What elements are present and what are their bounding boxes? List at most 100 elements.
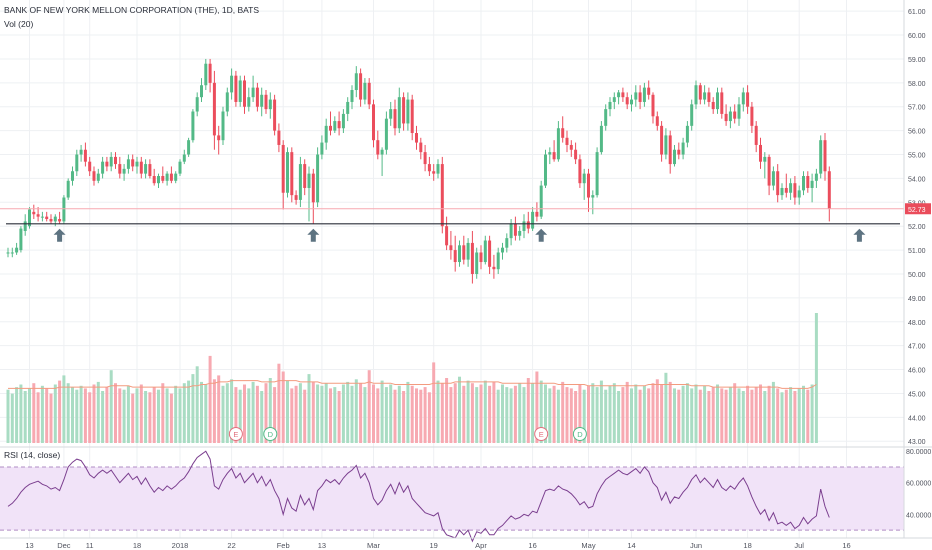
candle-body (148, 164, 152, 177)
candle-body (316, 154, 320, 203)
volume-bar (316, 384, 320, 443)
volume-bar (298, 383, 302, 443)
candle-body (157, 176, 160, 184)
volume-bar (311, 381, 315, 443)
candle (685, 121, 689, 148)
volume-bar (711, 387, 715, 443)
earnings-badge[interactable]: E (228, 427, 243, 441)
candle (552, 140, 556, 162)
candle (23, 214, 27, 236)
candle-body (642, 87, 646, 102)
candle-body (45, 216, 49, 220)
dividend-badge[interactable]: D (263, 427, 278, 441)
candle (389, 101, 393, 126)
candle (217, 125, 221, 155)
candle-body (96, 173, 100, 181)
volume-bar (225, 383, 229, 443)
candle (548, 147, 552, 165)
candle (664, 128, 668, 160)
candle (49, 214, 53, 224)
candle-body (509, 223, 513, 239)
volume-bar (621, 387, 625, 443)
candle-body (750, 106, 754, 126)
candle (724, 104, 728, 126)
candle (470, 230, 474, 284)
candle-body (161, 176, 165, 181)
candle (15, 242, 19, 255)
candle-body (621, 92, 625, 98)
volume-bar (741, 391, 745, 443)
candle (544, 149, 547, 188)
volume-ma-path (8, 380, 817, 389)
volume-bar (234, 387, 238, 443)
time-tick-label: 2018 (172, 541, 189, 550)
candle-body (126, 159, 130, 169)
candle-body (466, 242, 470, 260)
candle-body (333, 121, 337, 131)
volume-bar (406, 381, 410, 443)
candle-body (350, 90, 354, 102)
candle (118, 156, 122, 179)
candle (346, 97, 350, 122)
candle (88, 156, 92, 177)
time-tick-label: Apr (475, 541, 487, 550)
price-tick-label: 49.00 (908, 296, 926, 303)
candle-body (741, 92, 745, 105)
volume-bar (544, 384, 547, 443)
candle (10, 247, 14, 258)
volume-bar (126, 385, 130, 443)
volume-bar (268, 378, 272, 443)
candle-body (453, 250, 457, 263)
candle-body (518, 230, 522, 236)
candle (139, 156, 143, 179)
volume-bar (660, 384, 664, 443)
volume-bar (685, 383, 689, 443)
candle-body (630, 99, 633, 105)
dividend-badge[interactable]: D (572, 427, 587, 441)
time-tick-label: May (581, 541, 595, 550)
candle (823, 133, 827, 181)
candle-body (634, 92, 638, 100)
candle-body (406, 99, 410, 124)
candle (333, 116, 337, 134)
candle-body (612, 97, 616, 102)
volume-bar (58, 380, 62, 443)
candle (728, 106, 732, 129)
earnings-badge[interactable]: E (534, 427, 549, 441)
candle (230, 68, 234, 100)
volume-bar (303, 389, 307, 443)
candle (750, 101, 754, 134)
volume-bar (694, 384, 698, 443)
candle-body (690, 104, 694, 126)
volume-bar (157, 389, 160, 443)
candle (720, 87, 724, 119)
volume-bar (376, 388, 380, 443)
candle (311, 168, 315, 224)
candle (617, 90, 621, 105)
candle-body (625, 97, 629, 105)
candle (393, 99, 397, 136)
price-tick-label: 55.00 (908, 153, 926, 160)
volume-bar (286, 380, 289, 443)
candle-body (599, 125, 603, 153)
candle-body (716, 92, 719, 110)
candle-body (169, 173, 173, 181)
candle (565, 130, 569, 153)
candle (225, 87, 229, 117)
volume-bar (642, 385, 646, 443)
volume-bar (470, 383, 474, 443)
volume-bar (427, 392, 431, 443)
volume-bar (23, 391, 27, 443)
candle (767, 154, 771, 196)
candle-body (92, 171, 96, 181)
volume-bar (750, 389, 754, 443)
price-tick-label: 52.00 (908, 224, 926, 231)
candle (294, 190, 298, 205)
candle (492, 254, 496, 279)
candle-body (479, 252, 483, 263)
volume-bar (574, 391, 578, 443)
volume-bar (746, 385, 750, 443)
candle (234, 70, 238, 107)
